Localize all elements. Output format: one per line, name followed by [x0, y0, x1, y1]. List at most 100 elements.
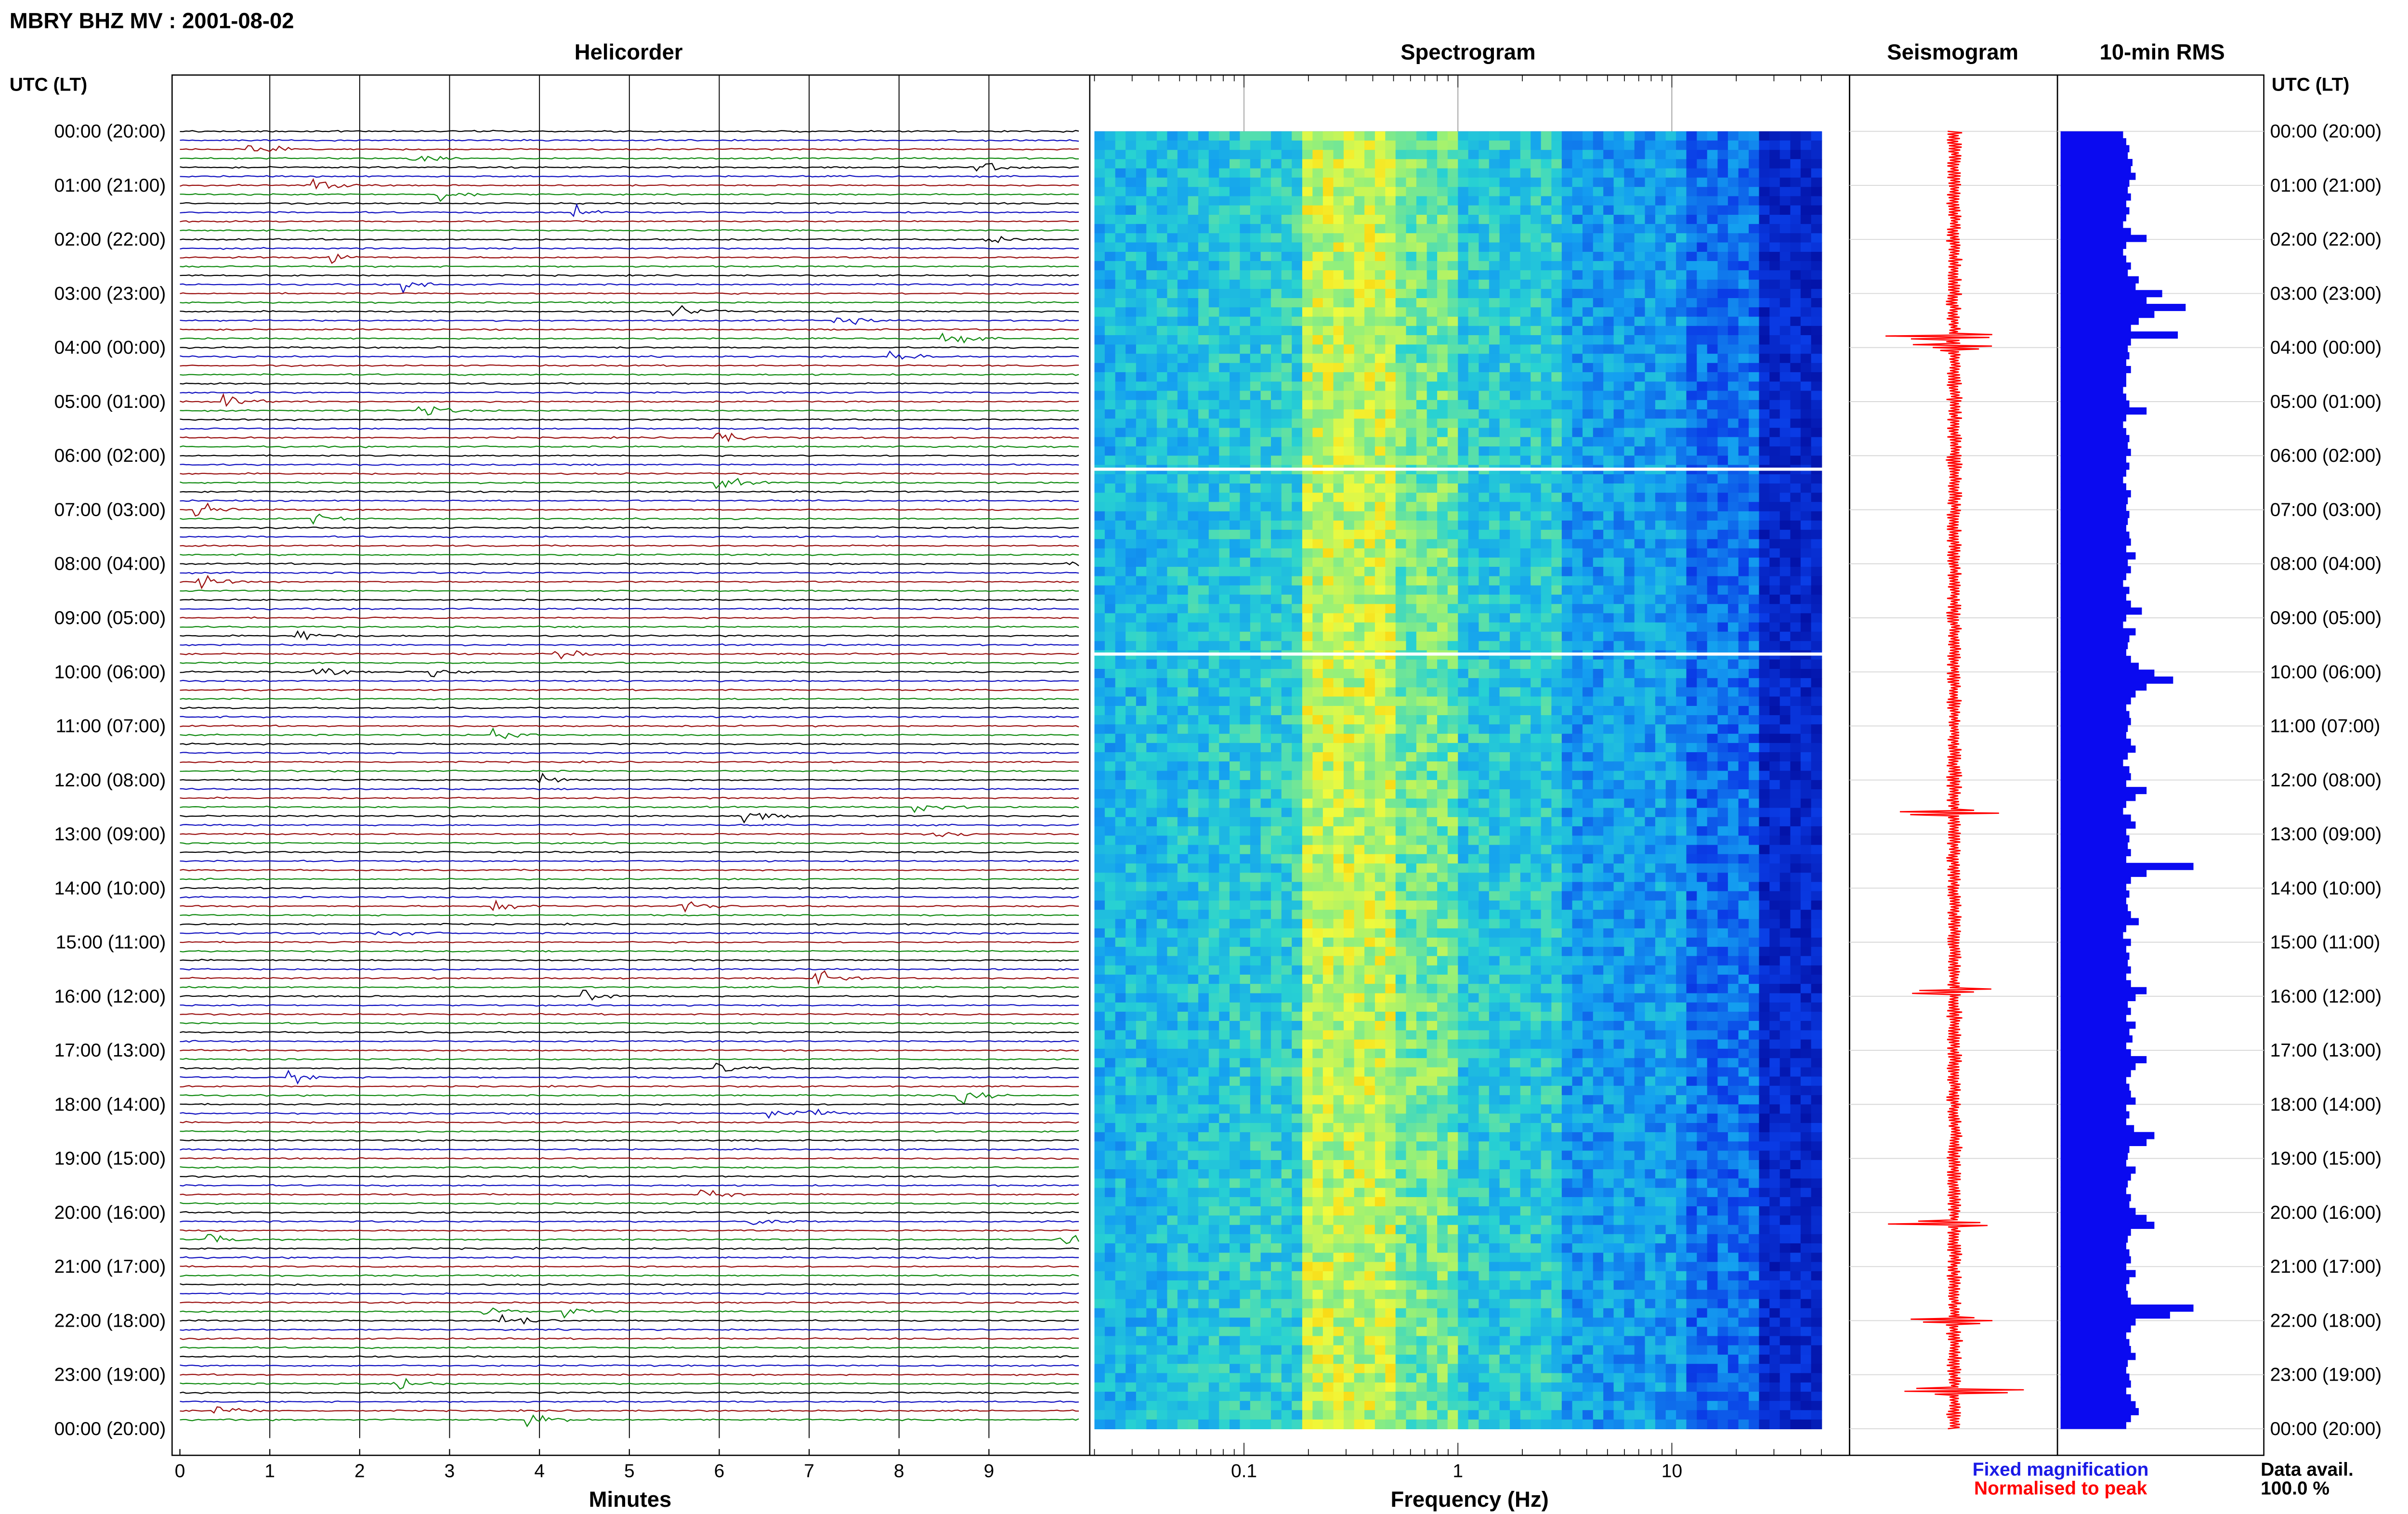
spectrogram-cell: [1344, 150, 1355, 159]
spectrogram-cell: [1645, 724, 1656, 734]
spectrogram-cell: [1230, 669, 1241, 679]
spectrogram-cell: [1728, 660, 1739, 669]
spectrogram-cell: [1095, 567, 1106, 576]
spectrogram-cell: [1562, 381, 1573, 391]
spectrogram-cell: [1312, 539, 1323, 549]
spectrogram-cell: [1188, 567, 1199, 576]
spectrogram-cell: [1510, 613, 1521, 623]
spectrogram-cell: [1583, 539, 1594, 549]
spectrogram-cell: [1645, 539, 1656, 549]
spectrogram-cell: [1416, 344, 1427, 354]
spectrogram-cell: [1655, 604, 1666, 613]
spectrogram-cell: [1583, 586, 1594, 595]
spectrogram-cell: [1095, 391, 1106, 401]
spectrogram-cell: [1188, 586, 1199, 595]
spectrogram-cell: [1396, 687, 1407, 697]
spectrogram-cell: [1302, 131, 1313, 141]
spectrogram-cell: [1707, 261, 1718, 271]
spectrogram-cell: [1219, 641, 1230, 651]
spectrogram-cell: [1562, 502, 1573, 511]
spectrogram-cell: [1105, 558, 1116, 567]
spectrogram-cell: [1531, 224, 1542, 234]
spectrogram-cell: [1292, 206, 1303, 215]
spectrogram-cell: [1416, 141, 1427, 150]
spectrogram-cell: [1416, 233, 1427, 243]
spectrogram-cell: [1769, 409, 1780, 419]
spectrogram-cell: [1583, 669, 1594, 679]
spectrogram-cell: [1167, 169, 1178, 178]
spectrogram-cell: [1603, 669, 1614, 679]
spectrogram-cell: [1510, 678, 1521, 688]
spectrogram-cell: [1250, 418, 1261, 428]
spectrogram-cell: [1635, 613, 1646, 623]
spectrogram-cell: [1230, 335, 1241, 345]
spectrogram-cell: [1541, 502, 1552, 511]
spectrogram-cell: [1551, 428, 1562, 437]
spectrogram-cell: [1780, 548, 1791, 558]
spectrogram-cell: [1697, 724, 1708, 734]
spectrogram-cell: [1531, 669, 1542, 679]
spectrogram-cell: [1551, 511, 1562, 521]
spectrogram-cell: [1687, 335, 1698, 345]
spectrogram-cell: [1510, 715, 1521, 725]
spectrogram-cell: [1364, 752, 1375, 762]
spectrogram-cell: [1157, 233, 1168, 243]
spectrogram-cell: [1115, 632, 1126, 641]
spectrogram-cell: [1167, 252, 1178, 261]
spectrogram-cell: [1780, 474, 1791, 484]
spectrogram-cell: [1271, 131, 1282, 141]
spectrogram-cell: [1448, 604, 1459, 613]
spectrogram-cell: [1125, 261, 1137, 271]
spectrogram-cell: [1489, 307, 1500, 317]
spectrogram-cell: [1115, 169, 1126, 178]
spectrogram-cell: [1479, 391, 1490, 401]
spectrogram-cell: [1364, 696, 1375, 706]
spectrogram-cell: [1146, 493, 1157, 502]
spectrogram-cell: [1230, 660, 1241, 669]
spectrogram-cell: [1125, 400, 1137, 410]
spectrogram-cell: [1697, 613, 1708, 623]
spectrogram-cell: [1302, 696, 1313, 706]
spectrogram-cell: [1230, 289, 1241, 299]
spectrogram-cell: [1115, 150, 1126, 159]
spectrogram-cell: [1468, 511, 1479, 521]
spectrogram-cell: [1448, 437, 1459, 447]
spectrogram-cell: [1323, 317, 1334, 326]
spectrogram-cell: [1157, 641, 1168, 651]
spectrogram-cell: [1209, 317, 1220, 326]
spectrogram-cell: [1157, 456, 1168, 465]
spectrogram-cell: [1541, 474, 1552, 484]
spectrogram-cell: [1334, 215, 1345, 224]
spectrogram-cell: [1479, 752, 1490, 762]
spectrogram-cell: [1427, 446, 1438, 456]
spectrogram-cell: [1416, 326, 1427, 336]
spectrogram-cell: [1115, 595, 1126, 604]
spectrogram-cell: [1230, 511, 1241, 521]
spectrogram-cell: [1302, 446, 1313, 456]
spectrogram-cell: [1282, 660, 1293, 669]
spectrogram-cell: [1614, 307, 1625, 317]
spectrogram-cell: [1572, 428, 1584, 437]
spectrogram-cell: [1250, 206, 1261, 215]
spectrogram-cell: [1136, 252, 1147, 261]
spectrogram-cell: [1780, 215, 1791, 224]
spectrogram-cell: [1167, 539, 1178, 549]
spectrogram-cell: [1717, 595, 1728, 604]
spectrogram-cell: [1095, 687, 1106, 697]
spectrogram-cell: [1167, 363, 1178, 373]
spectrogram-cell: [1635, 335, 1646, 345]
spectrogram-cell: [1396, 446, 1407, 456]
spectrogram-cell: [1095, 752, 1106, 762]
spectrogram-cell: [1344, 530, 1355, 539]
spectrogram-cell: [1676, 428, 1687, 437]
spectrogram-cell: [1739, 502, 1750, 511]
spectrogram-cell: [1344, 298, 1355, 308]
spectrogram-cell: [1479, 215, 1490, 224]
spectrogram-cell: [1095, 409, 1106, 419]
spectrogram-cell: [1354, 344, 1365, 354]
spectrogram-cell: [1572, 696, 1584, 706]
spectrogram-cell: [1458, 669, 1469, 679]
spectrogram-cell: [1749, 196, 1760, 206]
spectrogram-cell: [1489, 187, 1500, 196]
